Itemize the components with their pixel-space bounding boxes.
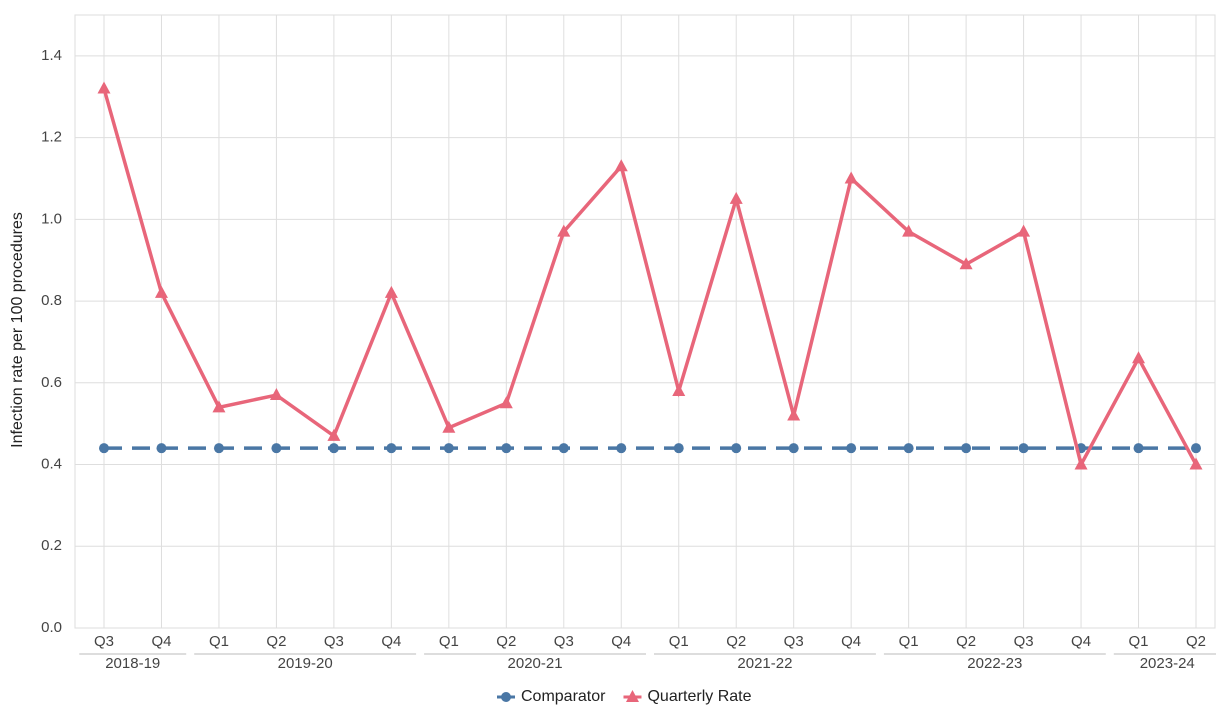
legend-item: Quarterly Rate — [623, 688, 752, 705]
point — [269, 388, 283, 401]
point — [443, 443, 454, 454]
point — [959, 257, 973, 270]
x-group-label: 2018-19 — [105, 655, 160, 672]
x-group-label: 2019-20 — [278, 655, 333, 672]
point — [729, 191, 743, 204]
point — [499, 396, 513, 409]
y-tick-label: 0.0 — [41, 619, 62, 636]
point — [557, 224, 571, 237]
x-tick-label: Q1 — [669, 633, 689, 650]
point — [154, 285, 168, 298]
point — [558, 443, 569, 454]
point — [788, 443, 799, 454]
point — [1133, 443, 1144, 454]
point — [156, 443, 167, 454]
point — [1074, 457, 1088, 470]
x-tick-label: Q4 — [841, 633, 861, 650]
point — [1132, 351, 1146, 364]
point — [902, 224, 916, 237]
x-tick-label: Q2 — [1186, 633, 1206, 650]
x-tick-label: Q1 — [209, 633, 229, 650]
x-tick-label: Q2 — [266, 633, 286, 650]
point — [271, 443, 282, 454]
y-tick-label: 0.8 — [41, 292, 62, 309]
point — [672, 383, 686, 396]
point — [1018, 443, 1029, 454]
point — [327, 428, 341, 441]
x-tick-label: Q3 — [94, 633, 114, 650]
x-tick-label: Q4 — [381, 633, 401, 650]
y-tick-label: 1.4 — [41, 47, 62, 64]
legend-label: Comparator — [521, 688, 606, 705]
point — [787, 408, 801, 421]
legend-item: Comparator — [497, 688, 606, 705]
point — [844, 171, 858, 184]
point — [673, 443, 684, 454]
x-tick-label: Q2 — [726, 633, 746, 650]
x-group-label: 2020-21 — [508, 655, 563, 672]
point — [97, 81, 111, 94]
point — [384, 285, 398, 298]
legend-label: Quarterly Rate — [647, 688, 751, 705]
point — [386, 443, 397, 454]
point — [501, 443, 512, 454]
x-tick-label: Q2 — [956, 633, 976, 650]
x-group-label: 2021-22 — [737, 655, 792, 672]
x-tick-label: Q3 — [784, 633, 804, 650]
x-tick-label: Q2 — [496, 633, 516, 650]
legend-marker — [625, 690, 639, 702]
point — [903, 443, 914, 454]
y-tick-label: 0.6 — [41, 374, 62, 391]
x-tick-label: Q3 — [554, 633, 574, 650]
point — [1017, 224, 1031, 237]
point — [616, 443, 627, 454]
point — [213, 443, 224, 454]
point — [731, 443, 742, 454]
point — [1191, 443, 1201, 454]
x-tick-label: Q4 — [1071, 633, 1091, 650]
y-axis-label: Infection rate per 100 procedures — [9, 212, 26, 448]
y-tick-label: 1.0 — [41, 210, 62, 227]
legend-marker — [501, 692, 511, 702]
x-tick-label: Q1 — [899, 633, 919, 650]
point — [99, 443, 109, 454]
point — [328, 443, 339, 454]
point — [961, 443, 972, 454]
point — [212, 400, 226, 413]
x-tick-label: Q3 — [324, 633, 344, 650]
series-line — [102, 88, 1198, 470]
x-tick-label: Q3 — [1014, 633, 1034, 650]
x-tick-label: Q1 — [439, 633, 459, 650]
y-tick-label: 0.2 — [41, 537, 62, 554]
y-tick-label: 0.4 — [41, 456, 62, 473]
point — [614, 159, 628, 172]
point — [846, 443, 857, 454]
x-group-label: 2022-23 — [967, 655, 1022, 672]
y-tick-label: 1.2 — [41, 129, 62, 146]
point — [442, 420, 456, 433]
x-tick-label: Q4 — [611, 633, 631, 650]
point — [1189, 457, 1203, 470]
x-group-label: 2023-24 — [1140, 655, 1195, 672]
x-tick-label: Q1 — [1129, 633, 1149, 650]
x-tick-label: Q4 — [151, 633, 171, 650]
